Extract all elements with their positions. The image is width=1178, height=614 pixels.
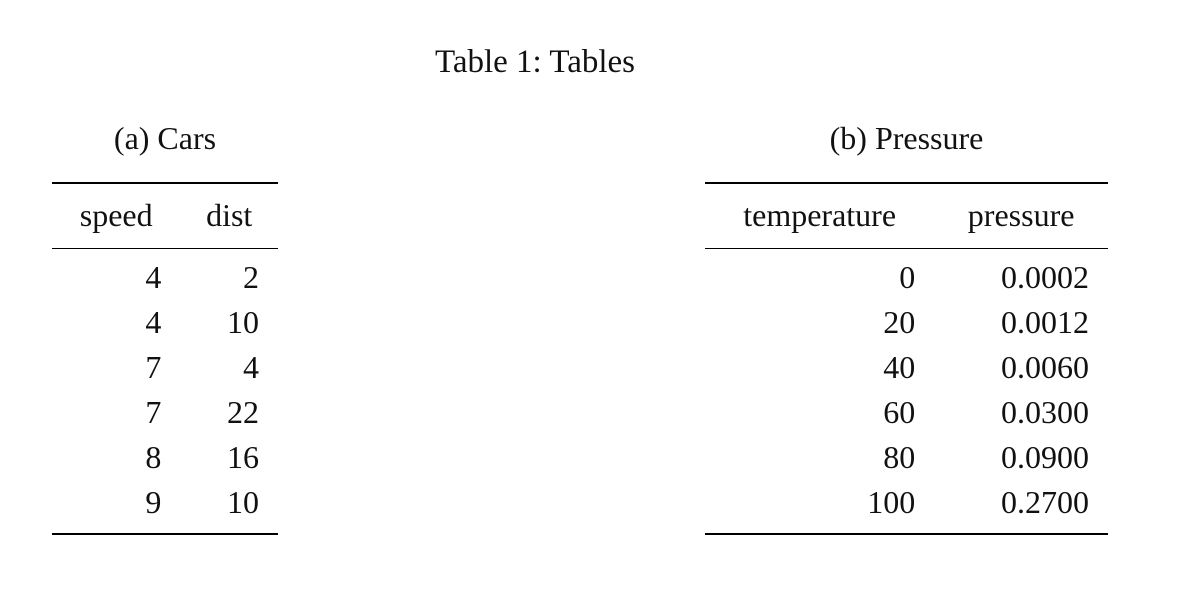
table-cell: 9 — [145, 484, 162, 520]
table-cell: 7 — [145, 394, 162, 430]
table-cell: 80 — [883, 439, 916, 475]
table-cell: 10 — [227, 484, 259, 520]
table-row: 100 0.2700 — [705, 480, 1108, 534]
table-cell: 60 — [883, 394, 916, 430]
subtable-caption: (b) Pressure — [829, 120, 984, 156]
table-cell: 40 — [883, 349, 916, 385]
table-cell: 0.0060 — [1001, 349, 1089, 385]
table-row: 20 0.0012 — [705, 300, 1108, 345]
table-cell: 4 — [145, 304, 162, 340]
table-row: 60 0.0300 — [705, 390, 1108, 435]
table-cell: 20 — [883, 304, 916, 340]
table-cell: 22 — [227, 394, 259, 430]
table-cell: 0.2700 — [1001, 484, 1089, 520]
table-cell: 0.0300 — [1001, 394, 1089, 430]
table-row: 80 0.0900 — [705, 435, 1108, 480]
subtable-caption: (a) Cars — [113, 120, 217, 156]
table-cell: 0.0012 — [1001, 304, 1089, 340]
table-title: Table 1: Tables — [434, 44, 636, 80]
table-row: 4 10 — [52, 300, 278, 345]
column-header: speed — [79, 196, 153, 233]
table-cell: 100 — [867, 484, 916, 520]
table-row: 9 10 — [52, 480, 278, 534]
table-cell: 2 — [243, 259, 259, 295]
table-row: 0 0.0002 — [705, 249, 1108, 301]
table-cell: 0.0002 — [1001, 259, 1089, 295]
table-cell: 8 — [145, 439, 162, 475]
table-cell: 4 — [145, 259, 162, 295]
table-cell: 10 — [227, 304, 259, 340]
cars-table: speed dist 4 2 4 10 7 4 7 22 8 16 9 10 — [52, 182, 278, 535]
table-cell: 4 — [243, 349, 259, 385]
table-cell: 0 — [899, 259, 916, 295]
table-cell: 0.0900 — [1001, 439, 1089, 475]
table-row: 7 22 — [52, 390, 278, 435]
table-cell: 7 — [145, 349, 162, 385]
column-header: dist — [206, 196, 253, 233]
column-header: temperature — [743, 196, 897, 233]
pressure-table: temperature pressure 0 0.0002 20 0.0012 40 0.… — [705, 182, 1108, 535]
table-cell: 16 — [227, 439, 259, 475]
table-row: 8 16 — [52, 435, 278, 480]
column-header: pressure — [967, 196, 1075, 233]
table-row: 40 0.0060 — [705, 345, 1108, 390]
